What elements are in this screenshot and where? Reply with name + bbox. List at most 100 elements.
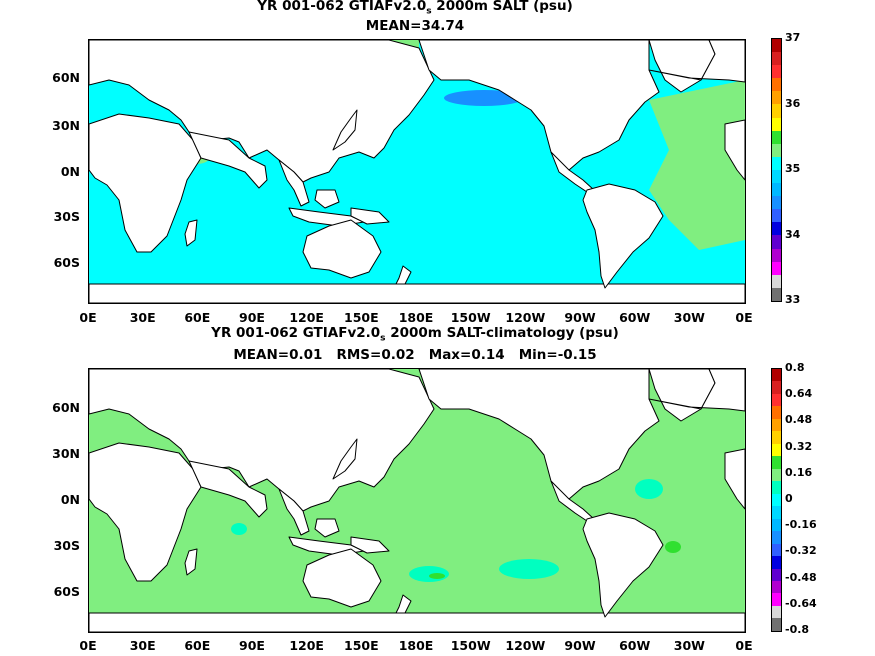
- atlantic-saltier-region: [649, 80, 745, 250]
- land-indochina: [278, 488, 310, 536]
- colorbar-swatch: [772, 65, 781, 79]
- lon-label: 30W: [673, 310, 705, 325]
- top-salinity-map: [88, 39, 746, 304]
- lon-label: 30W: [673, 638, 705, 653]
- colorbar-swatch: [772, 143, 781, 157]
- colorbar-swatch: [772, 618, 781, 631]
- land-borneo: [314, 518, 340, 538]
- colorbar-swatch: [772, 443, 781, 457]
- lon-label: 150W: [450, 310, 491, 325]
- colorbar-swatch: [772, 52, 781, 66]
- lon-label: 30E: [129, 638, 156, 653]
- colorbar-swatch: [772, 406, 781, 419]
- colorbar-swatch: [772, 274, 781, 288]
- bottom-colorbar: [771, 368, 782, 632]
- lon-label: 150E: [344, 310, 379, 325]
- land-australia: [302, 219, 382, 279]
- colorbar-swatch: [772, 222, 781, 236]
- colorbar-swatch: [772, 261, 781, 275]
- top-colorbar: [771, 38, 782, 302]
- colorbar-swatch: [772, 481, 781, 494]
- land-borneo: [314, 189, 340, 209]
- colorbar-tick-label: -0.16: [785, 518, 817, 532]
- colorbar-swatch: [772, 104, 781, 118]
- colorbar-swatch: [772, 117, 781, 131]
- colorbar-tick-label: -0.32: [785, 544, 817, 558]
- anomaly-patch: [409, 566, 449, 582]
- land-southamerica: [582, 183, 664, 289]
- colorbar-swatch: [772, 39, 781, 53]
- anomaly-patch: [499, 559, 559, 579]
- land-arabia-india: [188, 131, 268, 189]
- colorbar-swatch: [772, 78, 781, 92]
- colorbar-swatch: [772, 468, 781, 482]
- anomaly-patch: [429, 573, 445, 579]
- anomaly-patch: [665, 541, 681, 553]
- colorbar-swatch: [772, 506, 781, 519]
- lat-label: 60S: [53, 584, 80, 599]
- lon-label: 30E: [129, 310, 156, 325]
- lon-label: 90W: [564, 310, 596, 325]
- lon-label: 0E: [735, 638, 753, 653]
- lon-label: 90W: [564, 638, 596, 653]
- colorbar-swatch: [772, 156, 781, 170]
- land-antarctica: [89, 612, 745, 632]
- bottom-anomaly-map: [88, 368, 746, 633]
- colorbar-swatch: [772, 493, 781, 507]
- colorbar-swatch: [772, 183, 781, 197]
- colorbar-swatch: [772, 556, 781, 569]
- lat-label: 30S: [53, 538, 80, 553]
- land-japan: [332, 438, 358, 480]
- colorbar-swatch: [772, 431, 781, 444]
- top-panel-stats: MEAN=34.74: [365, 18, 465, 34]
- colorbar-swatch: [772, 209, 781, 223]
- colorbar-swatch: [772, 605, 781, 619]
- anomaly-patch: [635, 479, 663, 499]
- colorbar-swatch: [772, 531, 781, 544]
- colorbar-tick-label: 0.32: [785, 439, 813, 453]
- colorbar-swatch: [772, 593, 781, 606]
- colorbar-tick-label: 0.48: [785, 413, 813, 427]
- land-japan: [332, 109, 358, 151]
- top-panel-title: YR 001-062 GTIAFv2.0s 2000m SALT (psu): [257, 0, 573, 17]
- land-madagascar: [184, 219, 198, 247]
- colorbar-tick-label: 34: [785, 227, 801, 241]
- bottom-panel-title: YR 001-062 GTIAFv2.0s 2000m SALT-climato…: [211, 325, 619, 344]
- land-arabia-india: [188, 460, 268, 518]
- colorbar-swatch: [772, 287, 781, 301]
- lat-label: 0N: [60, 164, 80, 179]
- land-europe-north: [648, 369, 745, 412]
- lon-label: 180E: [398, 638, 434, 653]
- lat-label: 30N: [52, 118, 80, 133]
- colorbar-tick-label: 0: [785, 492, 793, 505]
- lat-label: 30N: [52, 446, 80, 461]
- colorbar-swatch: [772, 580, 781, 594]
- colorbar-tick-label: -0.64: [785, 596, 817, 610]
- colorbar-swatch: [772, 568, 781, 581]
- land-west-africa-edge: [724, 448, 745, 510]
- land-africa: [89, 113, 202, 253]
- land-newguinea: [350, 536, 390, 554]
- colorbar-tick-label: 0.16: [785, 465, 813, 479]
- lat-label: 60N: [52, 70, 80, 85]
- lon-label: 60W: [619, 310, 651, 325]
- lon-label: 150W: [450, 638, 491, 653]
- land-newguinea: [350, 207, 390, 225]
- colorbar-swatch: [772, 393, 781, 407]
- lon-label: 90E: [239, 638, 265, 653]
- colorbar-swatch: [772, 543, 781, 557]
- north-pacific-fresh-region: [444, 90, 524, 106]
- colorbar-tick-label: 33: [785, 293, 801, 306]
- land-west-africa-edge: [724, 119, 745, 181]
- lon-label: 120W: [505, 638, 546, 653]
- colorbar-tick-label: -0.48: [785, 570, 817, 584]
- lon-label: 150E: [344, 638, 379, 653]
- lon-label: 120E: [289, 310, 324, 325]
- anomaly-patch: [231, 523, 247, 535]
- lon-label: 60E: [184, 310, 211, 325]
- lon-label: 60E: [184, 638, 211, 653]
- colorbar-swatch: [772, 196, 781, 210]
- land-indochina: [278, 159, 310, 207]
- lat-label: 60N: [52, 400, 80, 415]
